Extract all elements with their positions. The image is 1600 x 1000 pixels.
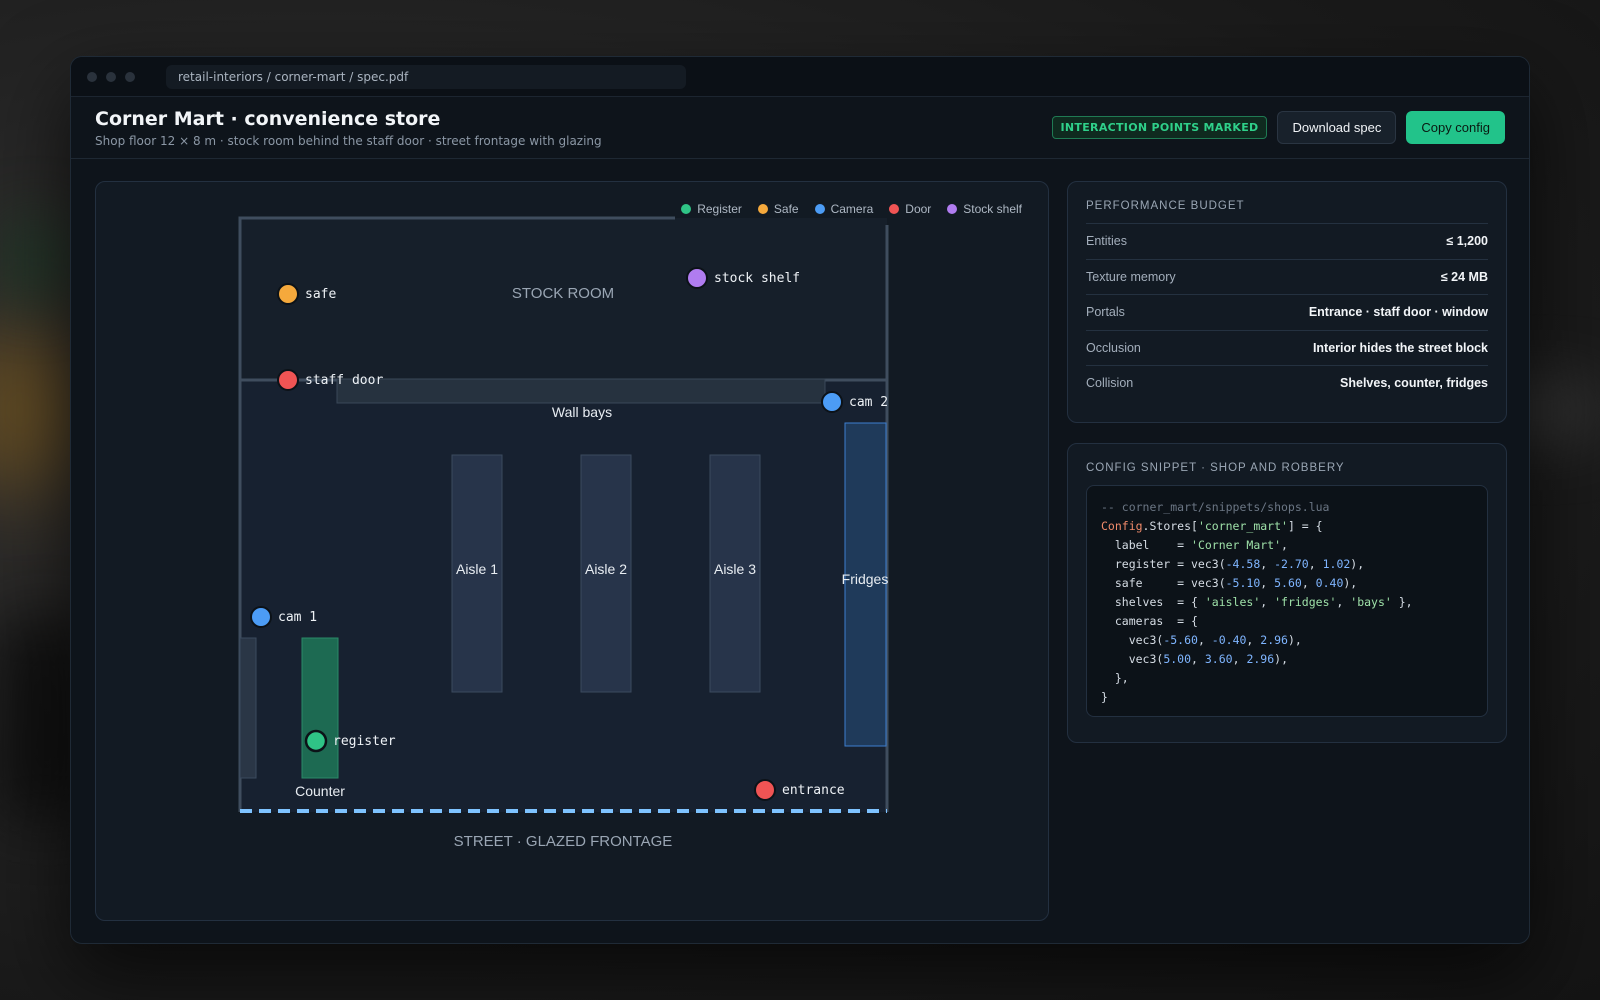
wall-bays <box>336 378 826 404</box>
entrance-marker[interactable] <box>754 779 776 801</box>
map-legend: Register Safe Camera Door Stock shelf <box>681 202 1022 216</box>
legend-item-register: Register <box>681 202 742 216</box>
entrance-marker-label: entrance <box>782 783 845 798</box>
counter-back <box>239 637 257 779</box>
cam-2-marker-label: cam 2 <box>849 395 888 410</box>
page-header: Corner Mart · convenience store Shop flo… <box>71 97 1529 159</box>
aisle-3-label: Aisle 3 <box>714 561 756 577</box>
minimize-window-button[interactable] <box>106 71 116 82</box>
budget-row: Portals Entrance · staff door · window <box>1086 294 1488 330</box>
performance-budget-panel: PERFORMANCE BUDGET Entities ≤ 1,200 Textu… <box>1067 181 1507 423</box>
register-legend-dot <box>681 204 692 214</box>
door-legend-dot <box>889 204 900 214</box>
cam-1-marker[interactable] <box>250 606 272 628</box>
status-badge: INTERACTION POINTS MARKED <box>1051 116 1268 139</box>
aisle-2-label: Aisle 2 <box>585 561 627 577</box>
aisle-2 <box>580 454 632 693</box>
aisle-1 <box>451 454 503 693</box>
legend-item-stock-shelf: Stock shelf <box>947 202 1022 216</box>
maximize-window-button[interactable] <box>125 71 135 82</box>
budget-row: Occlusion Interior hides the street block <box>1086 329 1488 366</box>
stock-shelf-marker-label: stock shelf <box>714 271 800 286</box>
close-window-button[interactable] <box>87 71 97 82</box>
budget-row: Texture memory ≤ 24 MB <box>1086 258 1488 295</box>
safe-marker[interactable] <box>277 283 299 305</box>
staff-door-marker-label: staff door <box>305 373 383 388</box>
budget-row: Entities ≤ 1,200 <box>1086 223 1488 259</box>
config-snippet-panel: CONFIG SNIPPET · SHOP AND ROBBERY -- cor… <box>1067 443 1507 743</box>
cam-2-marker[interactable] <box>821 391 843 413</box>
staff-door-marker[interactable] <box>277 369 299 391</box>
title-bar: retail-interiors / corner-mart / spec.pd… <box>71 57 1529 97</box>
page-title: Corner Mart · convenience store <box>95 107 441 130</box>
floor-plan-panel: Register Safe Camera Door Stock shelf ST… <box>95 181 1049 921</box>
shop-floor <box>240 380 887 812</box>
legend-item-safe: Safe <box>757 202 799 216</box>
address-bar[interactable]: retail-interiors / corner-mart / spec.pd… <box>166 64 686 89</box>
aisle-3 <box>709 454 761 693</box>
code-block[interactable]: -- corner_mart/snippets/shops.lua Config… <box>1086 485 1488 717</box>
stock-room-label: STOCK ROOM <box>512 285 614 302</box>
counter <box>301 637 339 779</box>
copy-config-button[interactable]: Copy config <box>1406 111 1505 144</box>
legend-item-camera: Camera <box>814 202 873 216</box>
counter-label: Counter <box>295 783 345 799</box>
config-snippet-title: CONFIG SNIPPET · SHOP AND ROBBERY <box>1086 462 1345 474</box>
stock-room-floor <box>240 218 887 380</box>
legend-item-door: Door <box>889 202 931 216</box>
app-window: retail-interiors / corner-mart / spec.pd… <box>70 56 1530 944</box>
stock-shelf-legend-dot <box>947 204 958 214</box>
outer-wall-left <box>238 216 675 812</box>
stock-shelf-marker[interactable] <box>686 267 708 289</box>
safe-marker-label: safe <box>305 287 336 302</box>
download-spec-button[interactable]: Download spec <box>1277 111 1397 144</box>
safe-legend-dot <box>757 204 768 214</box>
street-label: STREET · GLAZED FRONTAGE <box>454 833 673 850</box>
fridges-label: Fridges <box>842 571 889 587</box>
performance-budget-title: PERFORMANCE BUDGET <box>1086 200 1245 212</box>
register-marker-label: register <box>333 734 396 749</box>
fridges <box>844 422 887 747</box>
cam-1-marker-label: cam 1 <box>278 610 317 625</box>
register-marker[interactable] <box>304 729 328 753</box>
page-subtitle: Shop floor 12 × 8 m · stock room behind … <box>95 133 602 148</box>
wall-bays-label: Wall bays <box>552 404 612 420</box>
floor-plan-map: STOCK ROOM STREET · GLAZED FRONTAGE Wall… <box>238 216 889 850</box>
aisle-1-label: Aisle 1 <box>456 561 498 577</box>
budget-row: Collision Shelves, counter, fridges <box>1086 365 1488 401</box>
camera-legend-dot <box>814 204 825 214</box>
